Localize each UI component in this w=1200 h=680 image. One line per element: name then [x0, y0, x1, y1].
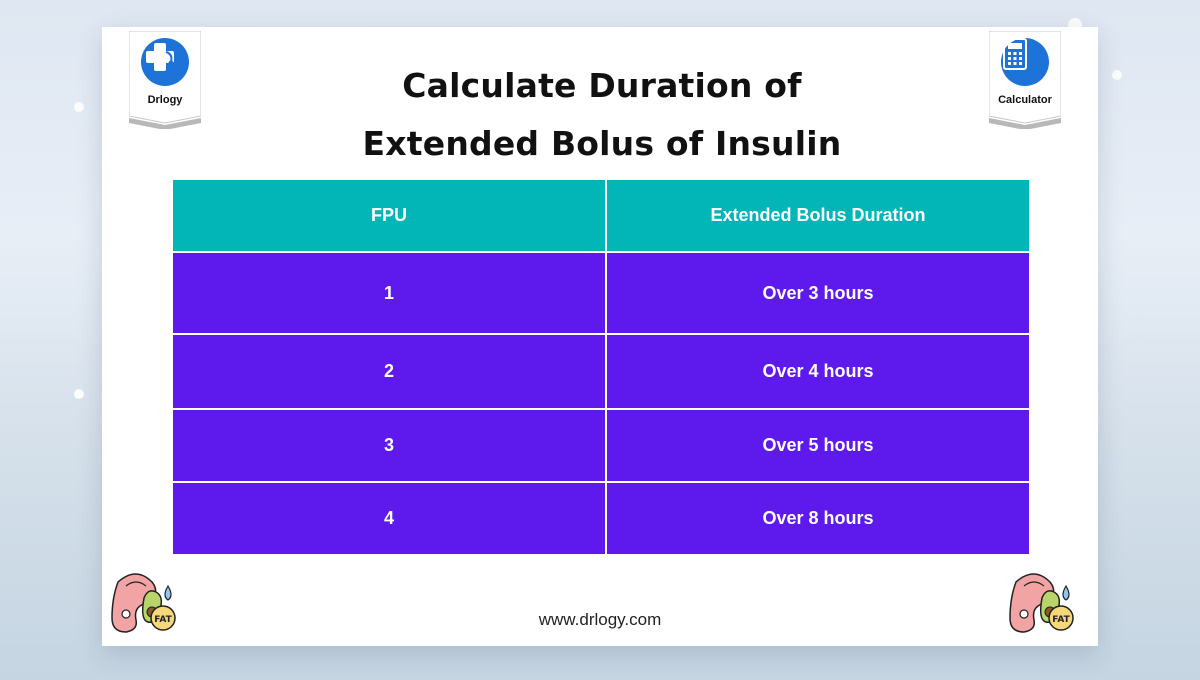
title-line-1: Calculate Duration of — [402, 66, 802, 105]
cell-duration: Over 3 hours — [605, 251, 1031, 335]
title-line-2: Extended Bolus of Insulin — [362, 124, 842, 163]
svg-text:FAT: FAT — [1052, 615, 1070, 625]
doctor-stethoscope-icon — [141, 38, 189, 86]
table-header-row: FPU Extended Bolus Duration — [171, 178, 1031, 253]
header-duration: Extended Bolus Duration — [605, 178, 1031, 253]
svg-text:FAT: FAT — [154, 615, 172, 625]
cell-fpu: 4 — [171, 481, 607, 556]
calculator-badge[interactable]: Calculator — [989, 31, 1061, 129]
cell-duration: Over 8 hours — [605, 481, 1031, 556]
header-fpu: FPU — [171, 178, 607, 253]
cell-fpu: 2 — [171, 333, 607, 410]
page-title: Calculate Duration of Extended Bolus of … — [352, 57, 852, 173]
cell-duration: Over 5 hours — [605, 408, 1031, 483]
cell-fpu: 3 — [171, 408, 607, 483]
fat-food-icon: FAT — [1006, 568, 1078, 634]
table-row: 4 Over 8 hours — [171, 481, 1031, 556]
cell-duration: Over 4 hours — [605, 333, 1031, 410]
bolus-duration-table: FPU Extended Bolus Duration 1 Over 3 hou… — [171, 178, 1031, 556]
calculator-label: Calculator — [998, 94, 1052, 106]
cell-fpu: 1 — [171, 251, 607, 335]
table-row: 1 Over 3 hours — [171, 251, 1031, 335]
drlogy-label: Drlogy — [147, 94, 183, 106]
table-row: 2 Over 4 hours — [171, 333, 1031, 410]
drlogy-badge[interactable]: Drlogy — [129, 31, 201, 129]
background-dot — [74, 102, 84, 112]
infographic-card: Drlogy Calculator Calculate Duration of … — [102, 27, 1098, 646]
fat-food-icon: FAT — [108, 568, 180, 634]
background-dot — [74, 389, 84, 399]
calculator-icon — [1001, 38, 1049, 86]
footer-website-link[interactable]: www.drlogy.com — [538, 610, 662, 629]
table-row: 3 Over 5 hours — [171, 408, 1031, 483]
background-dot — [1112, 70, 1122, 80]
